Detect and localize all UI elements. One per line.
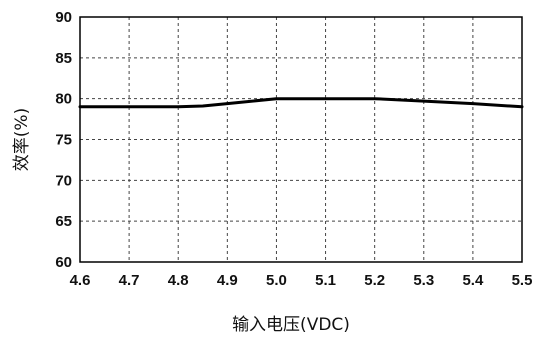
x-tick-labels: 4.6 4.7 4.8 4.9 5.0 5.1 5.2 5.3 5.4 5.5: [70, 272, 533, 289]
x-tick-label-5.2: 5.2: [364, 272, 385, 289]
x-tick-label-5.0: 5.0: [266, 272, 287, 289]
x-tick-label-4.8: 4.8: [168, 272, 189, 289]
y-tick-label-90: 90: [55, 9, 72, 26]
plot-area-frame: [79, 16, 523, 263]
x-tick-label-4.6: 4.6: [70, 272, 91, 289]
x-axis-title: 输入电压(VDC): [232, 315, 350, 335]
x-tick-label-5.3: 5.3: [413, 272, 434, 289]
y-tick-label-85: 85: [55, 50, 72, 67]
y-tick-label-80: 80: [55, 91, 72, 108]
y-axis-title: 效率(%): [12, 108, 32, 171]
x-tick-label-5.4: 5.4: [462, 272, 484, 289]
y-tick-labels: 60 65 70 75 80 85 90: [55, 9, 72, 271]
series-line-0: [78, 97, 524, 109]
x-tick-label-4.9: 4.9: [217, 272, 238, 289]
series-layer: [78, 97, 524, 109]
y-tick-label-75: 75: [55, 132, 72, 149]
grid-lines: [80, 17, 522, 262]
x-tick-label-5.5: 5.5: [512, 272, 533, 289]
y-tick-label-65: 65: [55, 213, 72, 230]
x-tick-label-5.1: 5.1: [315, 272, 336, 289]
y-tick-label-70: 70: [55, 172, 72, 189]
x-tick-label-4.7: 4.7: [119, 272, 140, 289]
y-tick-label-60: 60: [55, 254, 72, 271]
